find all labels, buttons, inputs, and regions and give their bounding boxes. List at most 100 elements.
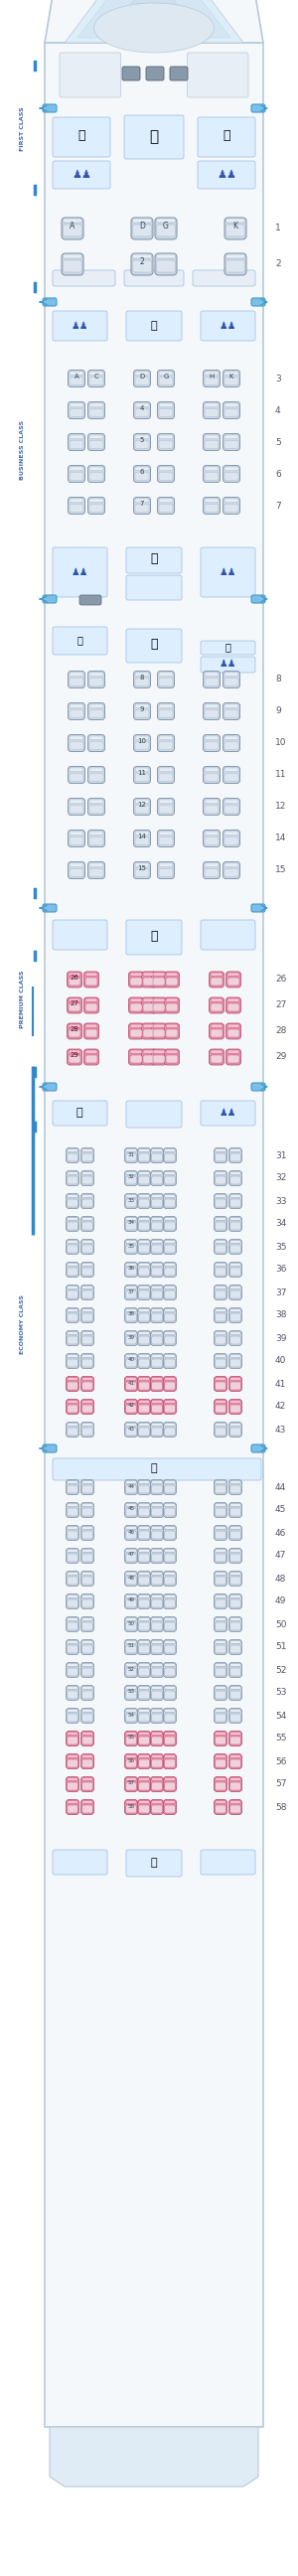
- FancyBboxPatch shape: [125, 1149, 138, 1162]
- FancyBboxPatch shape: [66, 1801, 79, 1814]
- FancyBboxPatch shape: [163, 1502, 176, 1517]
- FancyBboxPatch shape: [203, 829, 220, 848]
- FancyBboxPatch shape: [230, 1553, 241, 1561]
- FancyBboxPatch shape: [150, 1352, 163, 1368]
- FancyBboxPatch shape: [69, 471, 83, 479]
- FancyBboxPatch shape: [142, 997, 156, 1012]
- FancyBboxPatch shape: [138, 1708, 150, 1723]
- FancyBboxPatch shape: [82, 1690, 93, 1698]
- FancyBboxPatch shape: [230, 1504, 241, 1507]
- FancyBboxPatch shape: [205, 440, 218, 448]
- FancyBboxPatch shape: [152, 1623, 162, 1631]
- FancyBboxPatch shape: [68, 466, 85, 482]
- FancyBboxPatch shape: [139, 1314, 149, 1321]
- FancyBboxPatch shape: [82, 1806, 93, 1814]
- FancyBboxPatch shape: [150, 1149, 163, 1162]
- Text: ♟♟: ♟♟: [71, 567, 88, 577]
- FancyBboxPatch shape: [89, 435, 103, 438]
- FancyBboxPatch shape: [139, 1381, 149, 1391]
- FancyBboxPatch shape: [166, 976, 178, 987]
- FancyBboxPatch shape: [166, 1056, 178, 1064]
- FancyBboxPatch shape: [150, 1285, 163, 1301]
- FancyBboxPatch shape: [66, 1352, 79, 1368]
- FancyBboxPatch shape: [88, 863, 105, 878]
- FancyBboxPatch shape: [81, 1595, 94, 1610]
- FancyBboxPatch shape: [139, 1481, 149, 1484]
- FancyBboxPatch shape: [138, 1641, 150, 1654]
- Text: 🥛: 🥛: [150, 930, 158, 943]
- FancyBboxPatch shape: [152, 1427, 162, 1435]
- FancyBboxPatch shape: [134, 703, 150, 719]
- FancyBboxPatch shape: [230, 1198, 241, 1208]
- FancyBboxPatch shape: [152, 1713, 162, 1721]
- FancyBboxPatch shape: [157, 497, 174, 515]
- FancyBboxPatch shape: [166, 999, 178, 1002]
- FancyBboxPatch shape: [53, 546, 107, 598]
- FancyBboxPatch shape: [69, 404, 83, 407]
- FancyBboxPatch shape: [156, 219, 175, 222]
- FancyBboxPatch shape: [62, 216, 83, 240]
- FancyBboxPatch shape: [82, 1267, 93, 1275]
- FancyBboxPatch shape: [152, 1759, 162, 1767]
- FancyBboxPatch shape: [152, 1690, 162, 1698]
- FancyBboxPatch shape: [66, 1685, 79, 1700]
- FancyBboxPatch shape: [150, 1685, 163, 1700]
- Text: 56: 56: [128, 1757, 135, 1762]
- FancyBboxPatch shape: [84, 1048, 99, 1064]
- FancyBboxPatch shape: [139, 1355, 149, 1358]
- FancyBboxPatch shape: [215, 1571, 226, 1574]
- FancyBboxPatch shape: [68, 433, 85, 451]
- FancyBboxPatch shape: [126, 1571, 136, 1574]
- FancyBboxPatch shape: [82, 1239, 93, 1244]
- FancyBboxPatch shape: [215, 1504, 226, 1507]
- FancyBboxPatch shape: [159, 505, 173, 513]
- Text: 7: 7: [140, 500, 144, 507]
- FancyBboxPatch shape: [139, 1239, 149, 1244]
- FancyBboxPatch shape: [214, 1285, 227, 1301]
- FancyBboxPatch shape: [230, 1646, 241, 1654]
- FancyBboxPatch shape: [138, 1309, 150, 1321]
- Text: 8: 8: [140, 675, 144, 680]
- FancyBboxPatch shape: [67, 1710, 78, 1713]
- FancyBboxPatch shape: [224, 376, 238, 384]
- FancyBboxPatch shape: [215, 1618, 226, 1620]
- FancyBboxPatch shape: [164, 1381, 175, 1391]
- FancyBboxPatch shape: [135, 703, 149, 708]
- FancyBboxPatch shape: [230, 1337, 241, 1345]
- FancyBboxPatch shape: [89, 471, 103, 479]
- FancyBboxPatch shape: [251, 1445, 265, 1453]
- FancyBboxPatch shape: [163, 1548, 176, 1564]
- FancyBboxPatch shape: [125, 1525, 138, 1540]
- FancyBboxPatch shape: [159, 711, 173, 719]
- FancyBboxPatch shape: [81, 1548, 94, 1564]
- FancyBboxPatch shape: [215, 1690, 226, 1698]
- FancyBboxPatch shape: [139, 1285, 149, 1288]
- FancyBboxPatch shape: [89, 711, 103, 719]
- FancyBboxPatch shape: [201, 657, 255, 672]
- FancyBboxPatch shape: [138, 1262, 150, 1278]
- Polygon shape: [50, 2427, 258, 2486]
- FancyBboxPatch shape: [67, 1618, 78, 1620]
- FancyBboxPatch shape: [67, 1713, 78, 1721]
- Text: 29: 29: [70, 1051, 79, 1059]
- FancyBboxPatch shape: [67, 1314, 78, 1321]
- FancyBboxPatch shape: [215, 1623, 226, 1631]
- FancyBboxPatch shape: [211, 1025, 223, 1028]
- FancyBboxPatch shape: [152, 1736, 162, 1744]
- FancyBboxPatch shape: [126, 1783, 136, 1790]
- FancyBboxPatch shape: [164, 1023, 179, 1038]
- FancyBboxPatch shape: [229, 1502, 242, 1517]
- FancyBboxPatch shape: [122, 67, 140, 80]
- FancyBboxPatch shape: [152, 1172, 162, 1175]
- FancyBboxPatch shape: [230, 1690, 241, 1698]
- FancyBboxPatch shape: [159, 863, 173, 866]
- FancyBboxPatch shape: [139, 1571, 149, 1574]
- FancyBboxPatch shape: [67, 1239, 78, 1244]
- FancyBboxPatch shape: [164, 1195, 175, 1198]
- FancyBboxPatch shape: [215, 1381, 226, 1391]
- Text: H: H: [209, 374, 214, 379]
- FancyBboxPatch shape: [126, 1221, 136, 1229]
- FancyBboxPatch shape: [82, 1571, 93, 1574]
- FancyBboxPatch shape: [164, 1731, 175, 1736]
- FancyBboxPatch shape: [82, 1664, 93, 1667]
